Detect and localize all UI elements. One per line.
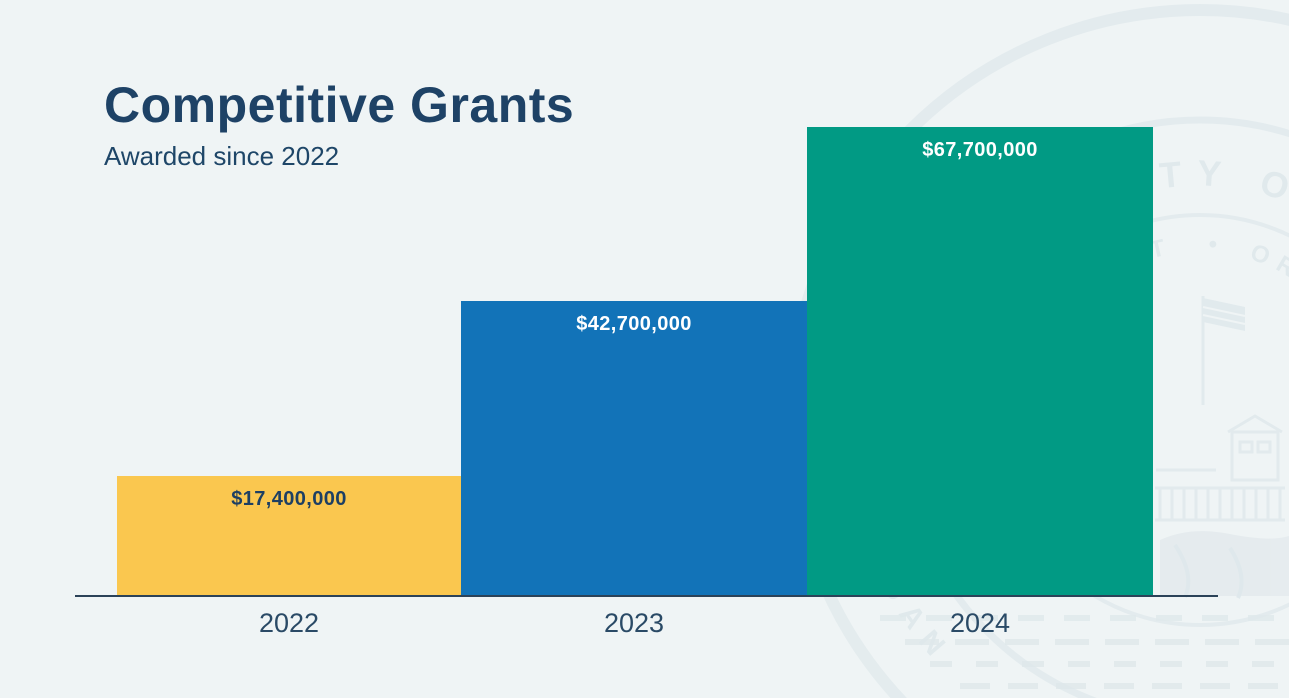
chart-title: Competitive Grants: [104, 77, 575, 133]
bar-value-label-2023: $42,700,000: [576, 313, 692, 335]
chart-subtitle: Awarded since 2022: [104, 141, 340, 171]
x-axis-label-2022: 2022: [258, 608, 320, 638]
bar-2023: $42,700,000: [461, 301, 807, 597]
bar-value-label-2024: $67,700,000: [922, 139, 1038, 161]
bar-value-label-2022: $17,400,000: [231, 488, 347, 510]
bar-2022: $17,400,000: [117, 476, 461, 597]
x-axis-label-2024: 2024: [949, 608, 1011, 638]
x-axis-label-2023: 2023: [603, 608, 665, 638]
bar-2024: $67,700,000: [807, 127, 1153, 597]
x-axis-line: [75, 594, 1218, 597]
